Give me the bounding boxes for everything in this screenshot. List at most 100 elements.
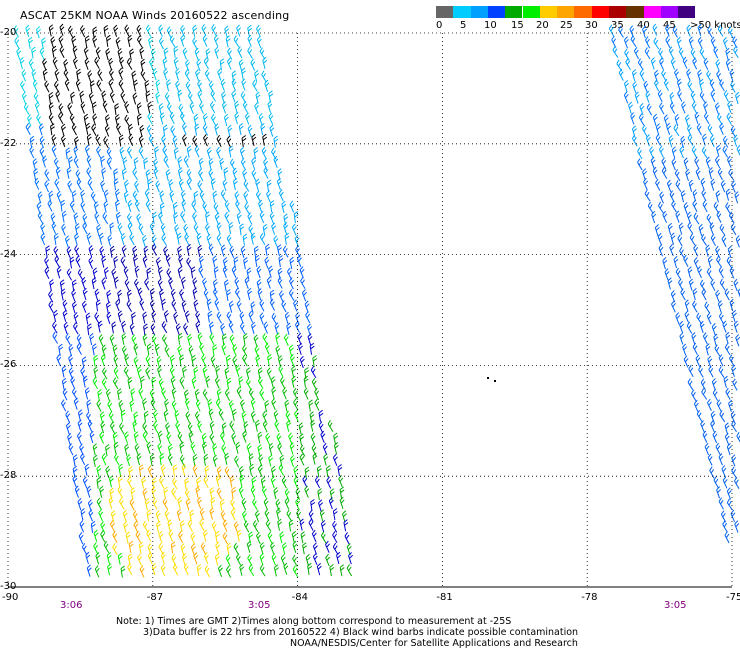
wind-barb	[89, 333, 95, 346]
islands	[487, 377, 496, 382]
wind-barb	[192, 135, 198, 148]
wind-barb	[258, 199, 264, 213]
wind-barb	[55, 90, 61, 103]
wind-barb	[42, 155, 48, 168]
wind-barb	[715, 59, 721, 72]
wind-barb	[73, 212, 79, 225]
wind-barb	[194, 388, 200, 402]
wind-barb	[76, 68, 82, 81]
wind-barb	[183, 155, 189, 168]
wind-barb	[162, 146, 168, 159]
wind-barb	[99, 411, 105, 424]
wind-barb	[188, 430, 194, 444]
wind-barb	[623, 80, 629, 93]
wind-barb	[108, 496, 114, 509]
wind-barb	[259, 553, 265, 566]
wind-barb	[262, 56, 268, 70]
wind-barb	[146, 509, 152, 522]
wind-barb	[133, 254, 138, 267]
wind-barb	[93, 542, 99, 555]
wind-barb	[209, 421, 215, 434]
wind-barb	[726, 112, 732, 125]
wind-barb	[29, 146, 35, 159]
wind-barb	[14, 36, 20, 49]
wind-barb	[291, 365, 297, 378]
wind-barb	[221, 422, 227, 435]
wind-barb	[307, 333, 313, 346]
wind-barb	[727, 100, 733, 113]
wind-barb	[283, 222, 289, 235]
wind-barb	[118, 463, 124, 476]
wind-barb	[692, 189, 698, 202]
wind-barb	[173, 57, 179, 70]
wind-barb	[257, 288, 263, 301]
wind-barb	[697, 265, 703, 279]
wind-barb	[182, 47, 188, 60]
wind-barb	[145, 367, 151, 380]
wind-barb	[143, 245, 149, 258]
wind-barb	[139, 124, 145, 138]
wind-barb	[248, 388, 255, 401]
wind-barb	[148, 134, 155, 147]
wind-barb	[281, 300, 287, 313]
wind-barb	[124, 443, 130, 456]
wind-barb	[190, 441, 196, 455]
wind-barb	[228, 320, 234, 334]
wind-barb	[34, 101, 40, 114]
wind-barb	[250, 58, 256, 71]
wind-barb	[734, 520, 740, 533]
wind-barb	[94, 288, 100, 301]
wind-barb	[291, 375, 297, 388]
wind-barb	[88, 91, 94, 105]
wind-barb	[733, 134, 739, 147]
wind-barb	[281, 200, 287, 213]
wind-barb	[246, 377, 252, 390]
wind-barb	[274, 419, 280, 433]
wind-barb	[127, 476, 133, 489]
wind-barb	[48, 24, 54, 37]
wind-barb	[727, 245, 733, 258]
wind-barb	[210, 178, 216, 191]
wind-barb	[731, 309, 737, 323]
wind-barb	[95, 134, 101, 147]
wind-barb	[144, 80, 150, 93]
wind-barb	[261, 146, 267, 160]
wind-barb	[273, 235, 279, 248]
wind-barb	[140, 58, 146, 71]
wind-barb	[159, 476, 165, 489]
wind-barb	[124, 24, 130, 37]
colorbar-label: 40	[637, 20, 650, 31]
wind-barb	[247, 34, 253, 47]
wind-barb	[263, 166, 269, 179]
wind-barb	[196, 496, 202, 509]
wind-barb	[56, 190, 62, 204]
wind-barb	[685, 168, 691, 182]
wind-barb	[67, 180, 73, 193]
wind-barb	[325, 465, 331, 478]
wind-barb	[234, 191, 240, 204]
wind-barb	[197, 180, 203, 193]
wind-barb	[103, 136, 109, 149]
wind-barb	[207, 310, 213, 323]
wind-barb	[165, 422, 171, 435]
wind-barb	[113, 453, 120, 466]
wind-barb	[675, 210, 681, 223]
wind-barb	[113, 24, 119, 37]
wind-barb	[136, 213, 142, 226]
wind-barb	[289, 256, 295, 270]
wind-barb	[623, 36, 629, 49]
wind-barb	[163, 246, 169, 259]
wind-barb	[250, 398, 256, 411]
wind-barb	[662, 257, 668, 270]
wind-barb	[212, 344, 218, 357]
wind-barb	[113, 168, 119, 181]
wind-barb	[235, 441, 241, 454]
wind-barb	[237, 46, 243, 59]
wind-barb	[114, 188, 120, 202]
wind-barb	[204, 465, 210, 478]
wind-barb	[241, 498, 247, 511]
wind-barb	[730, 509, 736, 522]
wind-barb	[328, 497, 334, 510]
wind-barb	[674, 114, 680, 127]
wind-barb	[77, 419, 83, 432]
